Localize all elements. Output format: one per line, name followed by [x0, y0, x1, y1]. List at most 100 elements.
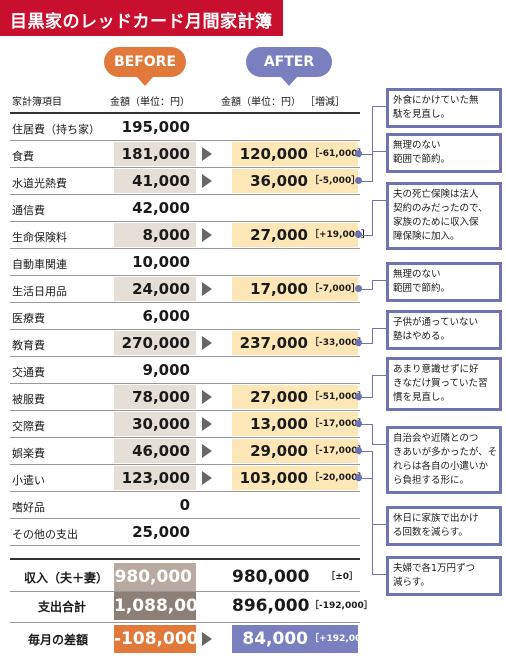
arrow-right-icon [202, 390, 212, 404]
connector-line [372, 200, 373, 236]
row-before-value: 30,000 [114, 412, 196, 436]
annotation-note: 夫婦で各1万円ずつ 減らす。 [386, 556, 502, 596]
header-rule [10, 112, 360, 114]
table-row: 交際費 30,000 13,000 ［-17,000］ [10, 411, 367, 438]
note-line: きあいが多かったが、そ [393, 447, 498, 458]
connector-line [372, 574, 386, 575]
note-line: 外食にかけていた無 [393, 95, 479, 106]
connector-line [372, 280, 386, 281]
connector-line [372, 151, 386, 152]
row-before-value: 25,000 [132, 523, 190, 541]
row-before-value: 270,000 [114, 331, 196, 355]
annotation-note: 子供が通っていない 塾はやめる。 [386, 310, 502, 350]
expense-after-value: 896,000 [232, 596, 310, 616]
connector-line [372, 200, 386, 201]
row-before-value: 8,000 [114, 223, 196, 247]
row-label: 嗜好品 [12, 501, 45, 514]
connector-dot-icon [355, 231, 362, 238]
note-line: 夫婦で各1万円ずつ [393, 563, 476, 574]
row-after-box [232, 223, 358, 247]
table-row: その他の支出 25,000 [10, 519, 360, 546]
connector-dot-icon [355, 285, 362, 292]
row-diff: ［-7,000］ [310, 284, 361, 294]
note-line: 夫の死亡保険は法人 [393, 189, 479, 200]
header-amount-after: 金額（単位：円） [221, 97, 301, 108]
row-after-box [232, 142, 358, 166]
annotation-note: 自治会や近隣とのつ きあいが多かったが、そ れらは各自の小遣いか ら負担する形に。 [386, 426, 502, 494]
connector-line [372, 328, 386, 329]
row-after-value: 13,000 [250, 415, 308, 433]
row-before-value: 6,000 [142, 307, 190, 325]
arrow-right-icon [202, 417, 212, 431]
connector-line [358, 478, 372, 479]
connector-dot-icon [355, 393, 362, 400]
row-after-value: 103,000 [239, 469, 308, 487]
row-after-box [232, 412, 358, 436]
connector-dot-icon [355, 447, 362, 454]
row-after-value: 120,000 [239, 145, 308, 163]
annotation-note: 無理のない範囲で節約。 [386, 262, 502, 302]
row-before-value: 41,000 [114, 169, 196, 193]
table-row: 小遣い 123,000 103,000 ［-20,000］ [10, 465, 367, 492]
row-after-box [232, 466, 358, 490]
row-label: 交通費 [12, 366, 45, 379]
note-line: 減らす。 [393, 577, 430, 588]
row-label: 食費 [12, 150, 34, 163]
note-line: 無理のない [393, 269, 441, 280]
note-line: あまり意識せずに好 [393, 364, 479, 375]
annotation-note: あまり意識せずに好 きなだけ買っていた習 慣を見直し。 [386, 357, 502, 411]
table-row: 住居費（持ち家） 195,000 [10, 114, 360, 141]
note-line: 自治会や近隣とのつ [393, 433, 479, 444]
summary-balance-row: 毎月の差額 -108,000 84,000 ［+192,000］ [10, 622, 377, 656]
row-after-value: 27,000 [250, 226, 308, 244]
connector-line [358, 154, 372, 155]
annotation-note: 夫の死亡保険は法人 契約のみだったので、 家族のために収入保 障保険に加入。 [386, 182, 502, 250]
row-after-box [232, 169, 358, 193]
row-diff: ［-20,000］ [310, 473, 367, 483]
note-line: 障保険に加入。 [393, 231, 460, 242]
after-badge: AFTER [246, 47, 332, 86]
row-label: 教育費 [12, 339, 45, 352]
balance-before-value: -108,000 [114, 625, 199, 653]
row-label: 娯楽費 [12, 447, 45, 460]
row-after-box [232, 385, 358, 409]
header-item: 家計簿項目 [12, 97, 62, 108]
row-before-value: 9,000 [142, 361, 190, 379]
note-line: きなだけ買っていた習 [393, 378, 488, 389]
connector-line [372, 328, 373, 344]
annotation-note: 無理のない 範囲で節約。 [386, 133, 502, 173]
table-row: 被服費 78,000 27,000 ［-51,000］ [10, 384, 366, 411]
note-line: 子供が通っていない [393, 317, 479, 328]
connector-line [372, 106, 386, 107]
expense-label: 支出合計 [38, 600, 87, 614]
row-label: 住居費（持ち家） [12, 123, 100, 136]
arrow-right-icon [202, 282, 212, 296]
row-diff: ［+19,000］ [310, 230, 371, 240]
connector-dot-icon [355, 420, 362, 427]
connector-dot-icon [355, 177, 362, 184]
connector-line [372, 375, 373, 398]
connector-line [372, 444, 386, 445]
expense-before-value: 1,088,000 [114, 592, 210, 620]
row-after-value: 17,000 [250, 280, 308, 298]
income-label: 収入（夫＋妻） [24, 571, 109, 585]
income-diff: ［±0］ [326, 572, 358, 582]
connector-line [372, 375, 386, 376]
annotation-note: 外食にかけていた無 駄を見直し。 [386, 88, 502, 128]
connector-line [358, 181, 372, 182]
note-line: 範囲で節約。 [393, 283, 451, 294]
connector-line [358, 424, 372, 425]
note-line: 駄を見直し。 [393, 109, 451, 120]
table-row: 生活日用品 24,000 17,000 ［-7,000］ [10, 276, 362, 303]
table-row: 水道光熱費 41,000 36,000 ［-5,000］ [10, 168, 362, 195]
arrow-right-icon [202, 444, 212, 458]
table-row: 教育費 270,000 237,000 ［-33,000］ [10, 330, 366, 357]
note-line: 慣を見直し。 [393, 392, 451, 403]
row-before-value: 46,000 [114, 439, 196, 463]
row-diff: ［-17,000］ [310, 419, 367, 429]
row-after-value: 27,000 [250, 388, 308, 406]
row-before-value: 0 [179, 496, 190, 514]
row-before-value: 78,000 [114, 385, 196, 409]
before-badge: BEFORE [104, 47, 186, 86]
summary-income-row: 収入（夫＋妻） 980,000 980,000 ［±0］ [10, 558, 360, 592]
